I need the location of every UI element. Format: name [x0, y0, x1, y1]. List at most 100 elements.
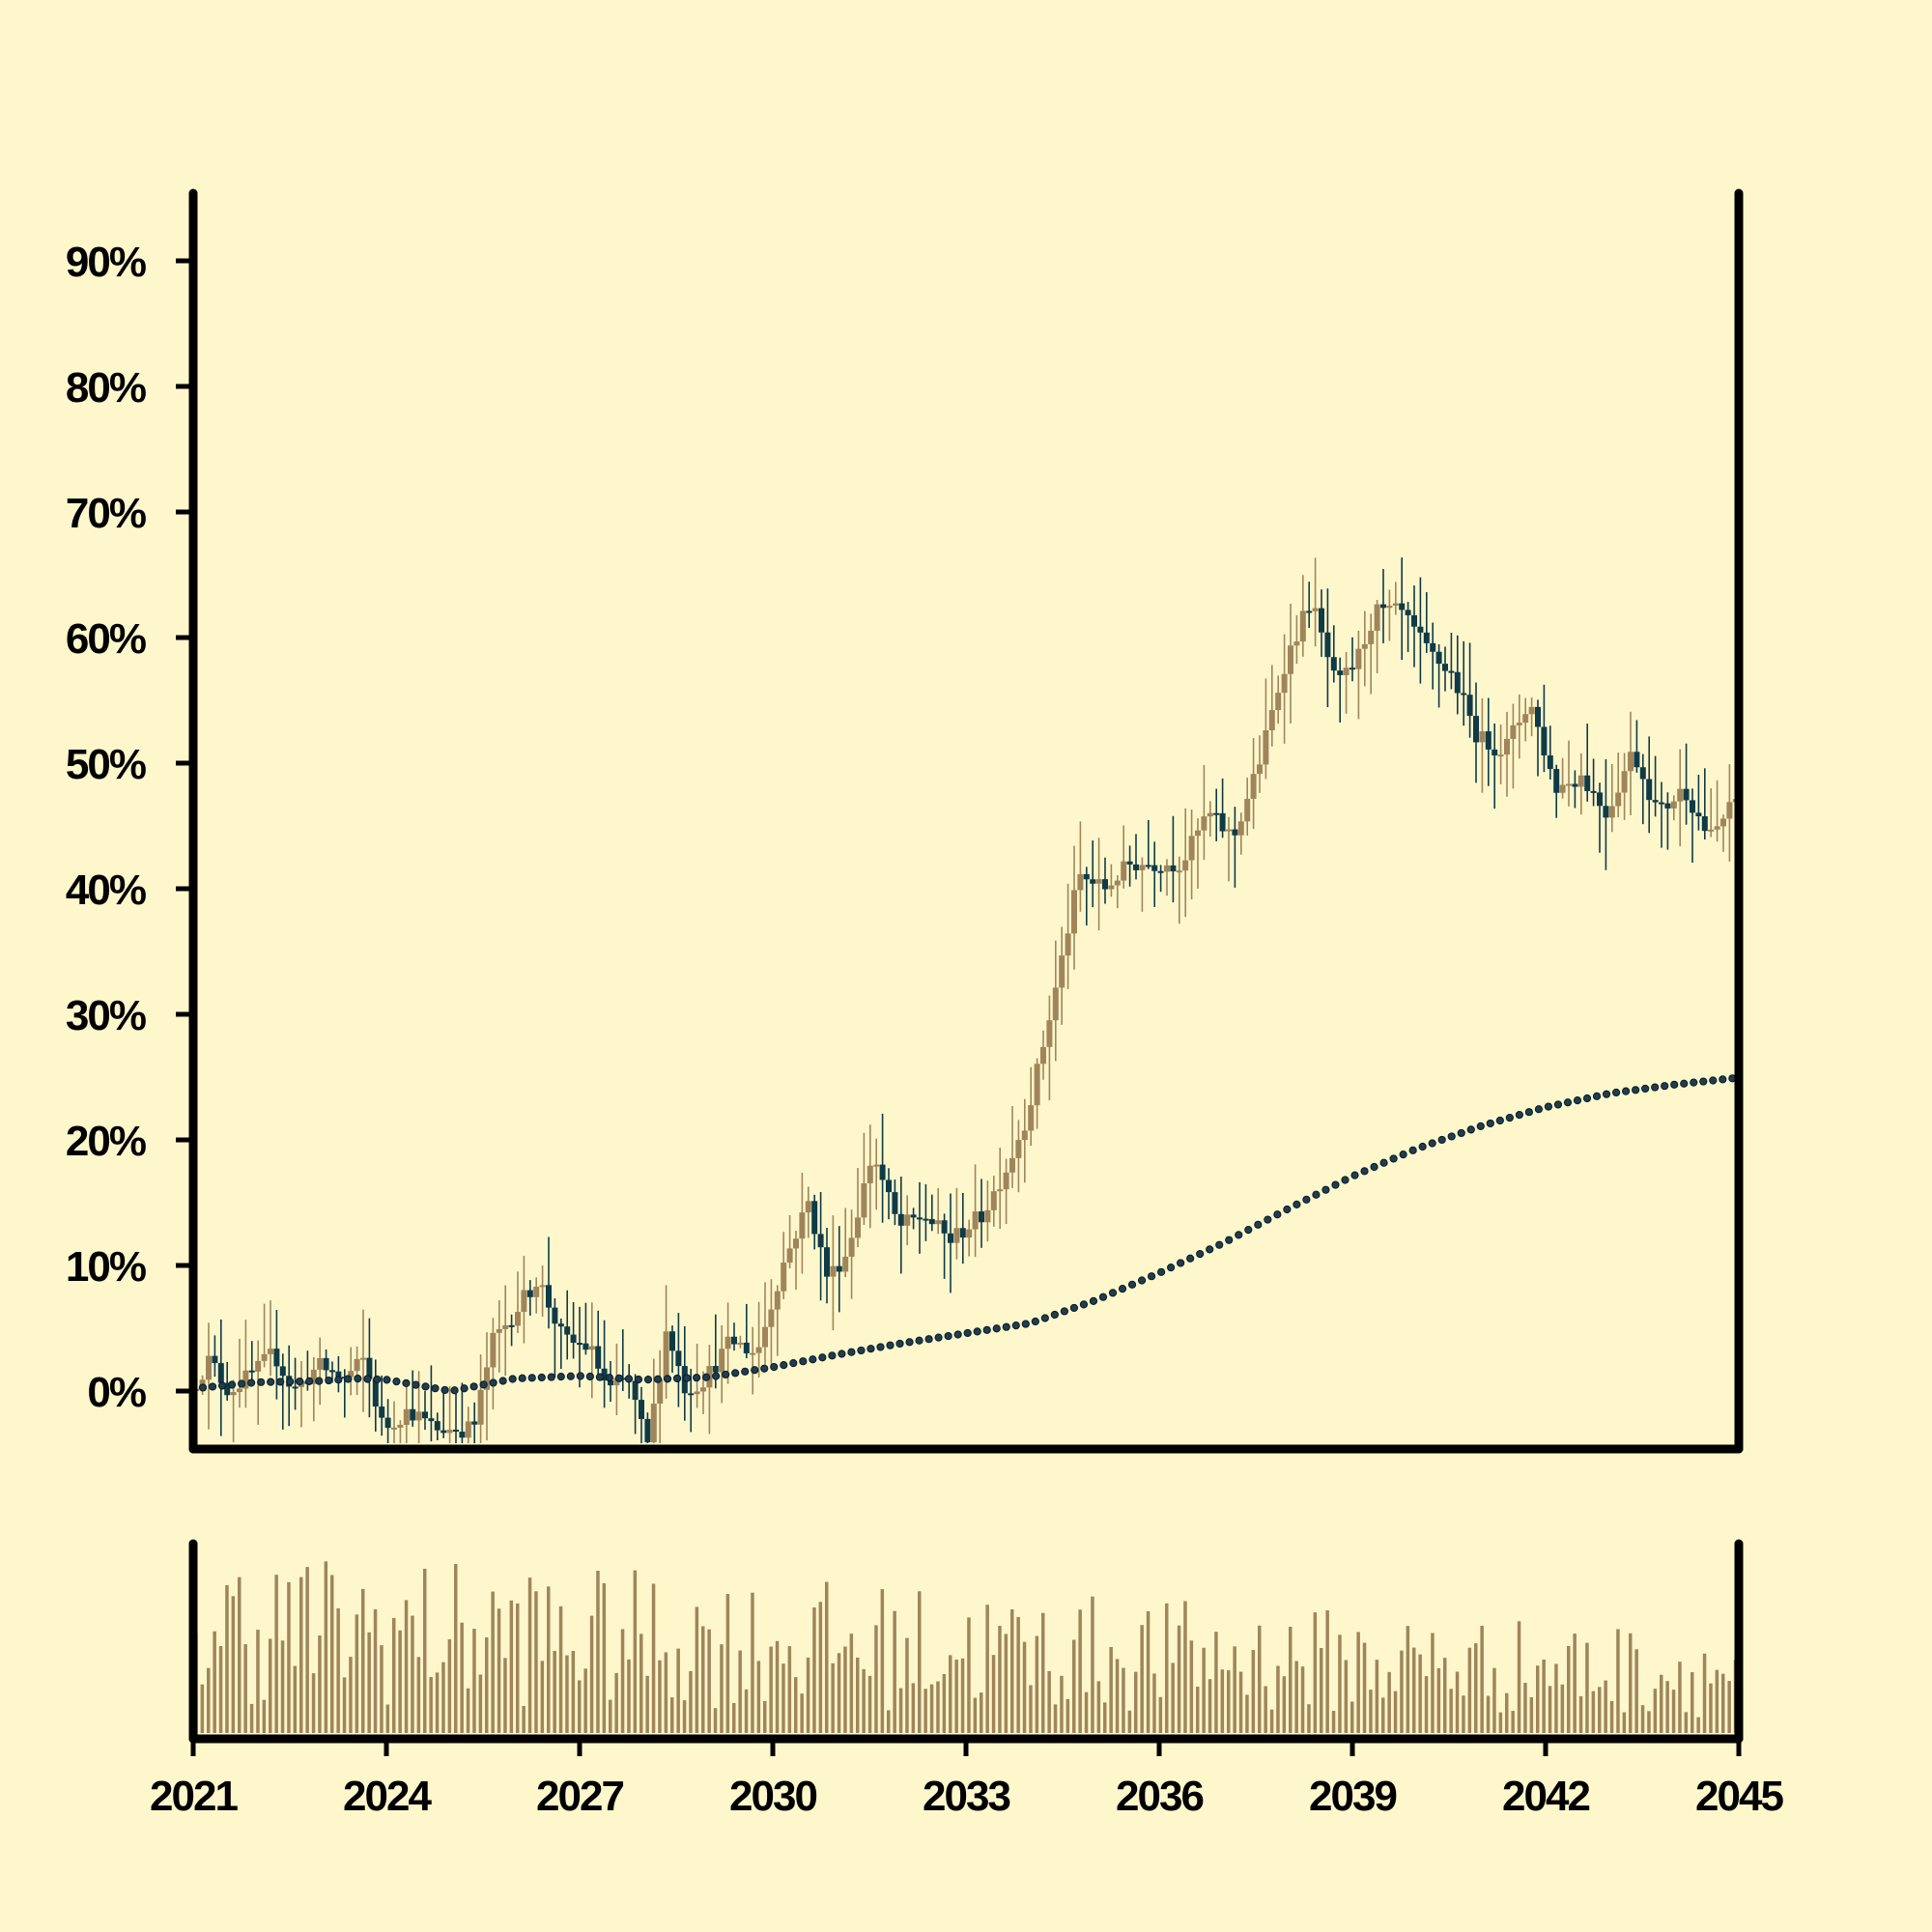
moving-average-point — [973, 1327, 981, 1336]
candle-body — [1077, 873, 1084, 891]
moving-average-point — [1680, 1079, 1689, 1088]
volume-bar — [1684, 1712, 1689, 1733]
candle-body — [719, 1349, 725, 1373]
candle-body — [979, 1211, 984, 1223]
volume-bar — [1165, 1603, 1169, 1733]
volume-bar — [596, 1570, 600, 1733]
volume-bar — [527, 1577, 532, 1733]
volume-bar — [225, 1584, 229, 1733]
moving-average-point — [1418, 1142, 1427, 1151]
y-axis-ticks: 0% 10% 20% 30% 40% 50% 60% 70% 80% 90% — [66, 239, 193, 1416]
candle-body — [867, 1165, 873, 1183]
volume-bar — [1696, 1717, 1700, 1733]
candle-body — [1720, 818, 1726, 827]
moving-average-point — [1573, 1096, 1582, 1105]
moving-average-point — [198, 1383, 208, 1392]
candle-body — [348, 1371, 355, 1378]
volume-bar — [1387, 1671, 1391, 1733]
candle-body — [335, 1371, 342, 1378]
volume-bar — [1622, 1712, 1627, 1733]
candle-body — [892, 1192, 898, 1214]
candle-body — [953, 1228, 960, 1243]
candle-body — [279, 1366, 286, 1377]
candle-body — [1368, 630, 1375, 644]
volume-bar — [1492, 1667, 1496, 1733]
volume-bar — [1091, 1596, 1094, 1733]
moving-average-point — [585, 1372, 594, 1381]
moving-average-point — [508, 1375, 517, 1383]
candle-body — [1343, 668, 1350, 675]
volume-bar — [1634, 1649, 1638, 1733]
candle-body — [1170, 865, 1177, 871]
volume-bar — [620, 1629, 625, 1733]
volume-bar — [1282, 1676, 1287, 1733]
candle-body — [570, 1334, 577, 1344]
volume-bar — [893, 1610, 896, 1733]
moving-average-point — [315, 1377, 324, 1385]
volume-bar — [558, 1605, 563, 1733]
moving-average-point — [1389, 1154, 1398, 1163]
candle-body — [1319, 608, 1324, 633]
volume-bar — [862, 1668, 866, 1733]
volume-bar — [1041, 1612, 1045, 1733]
candle-body — [959, 1228, 966, 1238]
candle-body — [990, 1191, 997, 1210]
candle-body — [1207, 812, 1213, 817]
volume-bar — [441, 1662, 445, 1733]
moving-average-point — [1321, 1185, 1330, 1194]
candle-body — [366, 1357, 373, 1379]
candle-body — [1417, 626, 1424, 633]
moving-average-point — [1254, 1220, 1263, 1229]
candle-body — [261, 1353, 268, 1361]
volume-bar — [460, 1622, 464, 1733]
moving-average-point — [1408, 1146, 1417, 1154]
volume-bar — [583, 1668, 587, 1733]
volume-bar — [874, 1625, 878, 1733]
volume-bar — [1183, 1601, 1187, 1733]
candle-body — [966, 1229, 973, 1238]
volume-bar — [1412, 1647, 1416, 1733]
volume-bar — [763, 1700, 767, 1733]
moving-average-point — [1670, 1080, 1679, 1089]
candle-body — [1176, 870, 1182, 873]
volume-bar — [269, 1638, 272, 1733]
volume-bar — [676, 1648, 680, 1733]
candle-body — [1683, 788, 1690, 801]
candle-body — [836, 1265, 842, 1272]
volume-bar — [1598, 1687, 1602, 1733]
moving-average-point — [392, 1378, 401, 1386]
moving-average-point — [556, 1373, 565, 1381]
volume-bar — [249, 1703, 254, 1733]
volume-bar — [1146, 1611, 1151, 1733]
moving-average-point — [286, 1378, 295, 1386]
moving-average-point — [982, 1325, 991, 1334]
volume-bar — [398, 1630, 402, 1733]
volume-bar — [645, 1675, 649, 1733]
volume-bar — [837, 1653, 841, 1733]
candle-body — [941, 1220, 948, 1234]
moving-average-point — [1069, 1303, 1079, 1313]
moving-average-point — [1622, 1087, 1631, 1095]
volume-bar — [1715, 1669, 1719, 1733]
candle-body — [490, 1332, 497, 1368]
candle-body — [1337, 670, 1344, 675]
candle-body — [1690, 800, 1695, 813]
candle-body — [811, 1201, 818, 1235]
volume-bar — [243, 1644, 247, 1733]
moving-average-point — [469, 1382, 478, 1391]
candle-body — [1201, 816, 1208, 831]
volume-bar — [503, 1658, 507, 1733]
moving-average-point — [1225, 1236, 1234, 1244]
volume-bar — [1467, 1647, 1472, 1733]
candle-body — [471, 1421, 478, 1425]
candle-body — [1237, 821, 1244, 836]
moving-average-point — [1515, 1111, 1523, 1120]
candle-body — [1330, 657, 1337, 671]
candle-body — [1095, 879, 1102, 884]
moving-average-point — [838, 1350, 846, 1358]
moving-average-point — [867, 1345, 875, 1353]
volume-bar — [960, 1658, 965, 1733]
moving-average-point — [1544, 1102, 1553, 1111]
volume-bar — [589, 1615, 594, 1733]
